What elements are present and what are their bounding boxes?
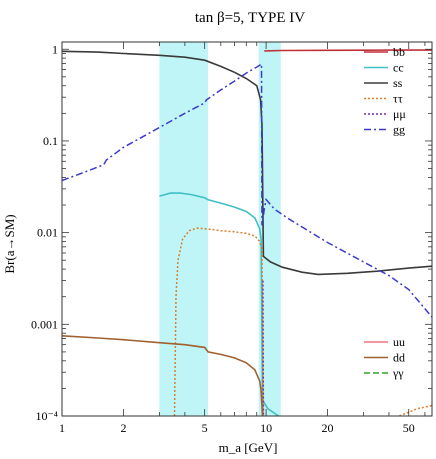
series-line-series-4: [262, 280, 265, 416]
shaded-band-1: [159, 42, 209, 416]
x-tick-label: 20: [322, 421, 334, 435]
legend-label-cc: cc: [393, 61, 404, 75]
legend-label-dd: dd: [393, 351, 405, 365]
x-tick-label: 10: [260, 421, 272, 435]
y-tick-label: 0.001: [31, 317, 58, 331]
shaded-band-2: [258, 42, 281, 416]
legend-label-series: μμ: [393, 107, 406, 121]
legend-label-uu: uu: [393, 335, 405, 349]
plot-frame: [61, 41, 433, 417]
x-tick-label: 1: [59, 421, 65, 435]
series-line-gg-5: [62, 62, 432, 318]
legend-label-bb: bb: [393, 45, 405, 59]
legend-label-gg: gg: [393, 123, 405, 137]
y-tick-label: 1: [52, 42, 58, 56]
y-axis-label: Br(a→SM): [2, 214, 17, 273]
legend-label-series: γγ: [392, 366, 404, 380]
y-tick-label: 0.01: [37, 226, 58, 240]
series-line-tautau-tail: [399, 404, 432, 416]
legend-label-series: ττ: [393, 92, 403, 106]
y-tick-label: 0.1: [43, 134, 58, 148]
x-tick-label: 2: [120, 421, 126, 435]
y-tick-label: 10⁻⁴: [35, 409, 58, 423]
series-line-bb-0: [264, 49, 432, 52]
chart-title: tan β=5, TYPE IV: [195, 10, 305, 26]
series-line-cc-1: [159, 192, 279, 416]
x-tick-label: 50: [403, 421, 415, 435]
legend-label-ss: ss: [393, 76, 403, 90]
series-line-series-3: [173, 227, 264, 416]
x-axis-label: m_a [GeV]: [219, 440, 278, 455]
series-line-ss-2: [62, 50, 432, 276]
x-tick-label: 5: [202, 421, 208, 435]
series-line-dd-7: [62, 335, 264, 416]
